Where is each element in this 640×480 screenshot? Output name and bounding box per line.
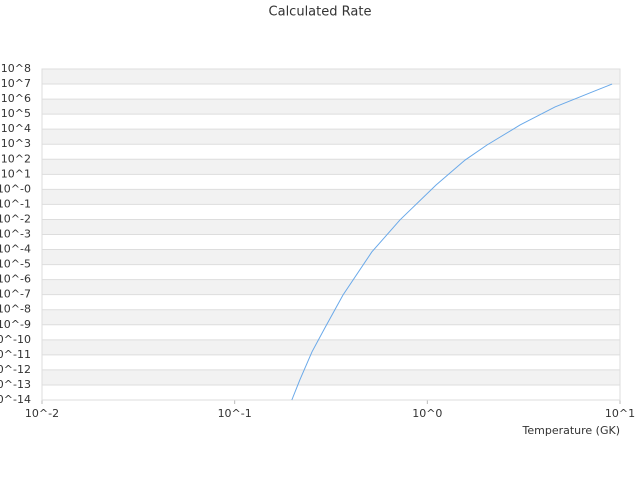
x-tick-label: 10^0 (412, 407, 442, 420)
grid-band (42, 159, 620, 175)
x-tick-label: 10^1 (605, 407, 635, 420)
plot-frame (41, 68, 621, 401)
y-tick-label: 10^-0 (0, 182, 31, 195)
y-tick-label: 10^2 (1, 152, 31, 165)
grid-band (42, 69, 620, 85)
grid-band (42, 234, 620, 250)
y-tick-label: 10^-5 (0, 258, 31, 271)
grid-band (42, 144, 620, 160)
grid-band (42, 369, 620, 385)
y-tick-label: 10^-2 (0, 212, 31, 225)
grid-band (42, 174, 620, 190)
y-tick-label: 10^7 (1, 77, 31, 90)
chart-title: Calculated Rate (269, 5, 372, 20)
y-tick-label: 10^-8 (0, 303, 31, 316)
y-tick-label: 10^-11 (0, 348, 31, 361)
grid-band (42, 204, 620, 220)
grid-band (42, 114, 620, 130)
y-tick-label: 10^-3 (0, 228, 31, 241)
y-tick-label: 10^-4 (0, 243, 31, 256)
y-tick-label: 10^8 (1, 62, 31, 75)
y-tick-label: 10^3 (1, 137, 31, 150)
y-tick-label: 10^-12 (0, 363, 31, 376)
grid-band (42, 219, 620, 235)
grid-band (42, 84, 620, 100)
grid-band (42, 129, 620, 145)
grid-band (42, 294, 620, 310)
grid-band (42, 189, 620, 205)
grid-band (42, 279, 620, 295)
grid-band (42, 354, 620, 370)
line-series (291, 83, 613, 401)
grid-band (42, 249, 620, 265)
y-tick-label: 10^6 (1, 92, 31, 105)
grid-band (42, 264, 620, 280)
grid-band (42, 324, 620, 340)
y-tick-label: 10^-1 (0, 197, 31, 210)
y-tick-label: 10^5 (1, 107, 31, 120)
y-tick-label: 10^-7 (0, 288, 31, 301)
y-tick-label: 10^-13 (0, 378, 31, 391)
grid-band (42, 99, 620, 115)
y-tick-label: 10^4 (1, 122, 31, 135)
grid-band (42, 339, 620, 355)
grid-band (42, 384, 620, 400)
x-tick-label: 10^-1 (218, 407, 252, 420)
y-tick-label: 10^-10 (0, 333, 31, 346)
y-tick-label: 10^-9 (0, 318, 31, 331)
y-tick-label: 10^1 (1, 167, 31, 180)
x-tick-label: 10^-2 (25, 407, 59, 420)
x-axis-label: Temperature (GK) (522, 424, 621, 437)
y-tick-label: 10^-6 (0, 273, 31, 286)
y-tick-label: 10^-14 (0, 393, 31, 406)
